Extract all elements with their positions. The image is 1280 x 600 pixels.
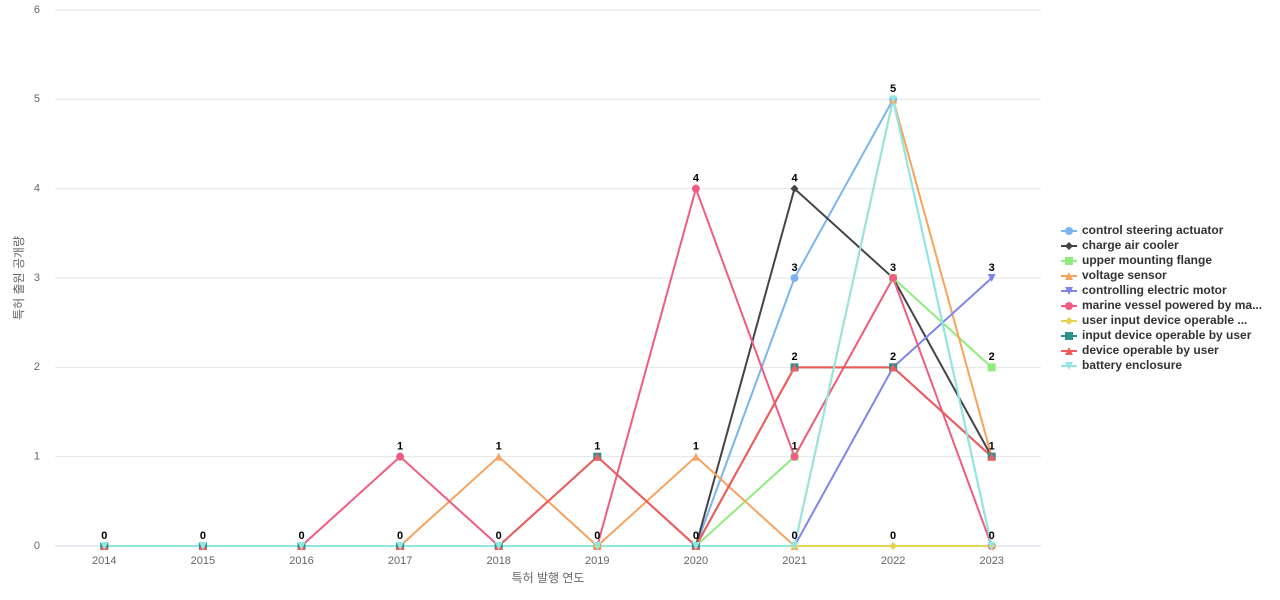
- legend-marker: [1065, 317, 1073, 325]
- data-label: 1: [791, 441, 797, 453]
- data-label: 0: [890, 530, 896, 542]
- point: [198, 542, 207, 550]
- x-tick-label: 2017: [388, 555, 412, 567]
- point: [790, 452, 799, 461]
- point: [691, 452, 700, 461]
- legend-marker: [1065, 332, 1073, 340]
- series-line: [104, 276, 993, 547]
- legend-marker: [1065, 227, 1073, 235]
- legend-label: input device operable by user: [1082, 328, 1252, 342]
- point: [593, 542, 602, 550]
- x-tick-label: 2016: [289, 555, 313, 567]
- y-tick-label: 2: [34, 361, 40, 373]
- legend-label: device operable by user: [1082, 343, 1219, 357]
- data-label: 2: [791, 351, 797, 363]
- data-label: 1: [693, 441, 699, 453]
- legend-marker: [1065, 347, 1073, 355]
- y-tick-label: 1: [34, 451, 40, 463]
- x-tick-label: 2014: [92, 555, 116, 567]
- legend-label: charge air cooler: [1082, 238, 1179, 252]
- data-label: 0: [594, 530, 600, 542]
- legend-label: marine vessel powered by ma...: [1082, 298, 1262, 312]
- data-label: 0: [791, 530, 797, 542]
- series-line: [104, 96, 993, 547]
- data-label: 0: [298, 530, 304, 542]
- series-line: [104, 99, 993, 548]
- legend-marker: [1065, 257, 1073, 265]
- series-line: [104, 277, 993, 547]
- point: [790, 184, 799, 193]
- legend-marker: [1065, 287, 1073, 295]
- data-label: 0: [693, 530, 699, 542]
- x-tick-label: 2018: [486, 555, 510, 567]
- data-label: 0: [200, 530, 206, 542]
- data-label: 1: [397, 441, 403, 453]
- point: [987, 542, 996, 550]
- data-label: 1: [496, 441, 502, 453]
- point: [889, 274, 898, 282]
- legend-label: upper mounting flange: [1082, 253, 1212, 267]
- legend-marker: [1065, 242, 1073, 250]
- point: [494, 452, 503, 461]
- series-line: [104, 99, 993, 547]
- data-label: 1: [594, 441, 600, 453]
- y-tick-label: 0: [34, 540, 40, 552]
- x-tick-label: 2023: [979, 555, 1003, 567]
- legend-label: user input device operable ...: [1082, 313, 1247, 327]
- data-label: 3: [890, 262, 896, 274]
- data-label: 4: [791, 173, 798, 185]
- point: [691, 184, 700, 193]
- legend-label: controlling electric motor: [1082, 283, 1227, 297]
- x-tick-label: 2020: [684, 555, 708, 567]
- point: [790, 363, 799, 372]
- point: [297, 542, 306, 550]
- data-label: 2: [890, 351, 896, 363]
- y-tick-label: 5: [34, 93, 40, 105]
- y-tick-label: 4: [34, 183, 40, 195]
- data-label: 3: [989, 262, 995, 274]
- point: [494, 542, 503, 550]
- point: [396, 542, 405, 550]
- x-tick-label: 2019: [585, 555, 609, 567]
- data-label: 3: [791, 262, 797, 274]
- y-axis-title: 특허 출원 공개량: [12, 236, 26, 320]
- x-axis-title: 특허 발행 연도: [512, 570, 585, 585]
- y-tick-label: 3: [34, 272, 40, 284]
- data-label: 0: [397, 530, 403, 542]
- data-label: 0: [496, 530, 502, 542]
- point: [889, 542, 898, 550]
- point: [790, 542, 799, 550]
- data-label: 4: [693, 173, 700, 185]
- point: [987, 274, 996, 282]
- point: [396, 452, 405, 461]
- data-label: 1: [989, 441, 995, 453]
- x-tick-label: 2021: [782, 555, 806, 567]
- point: [889, 95, 898, 104]
- legend-marker: [1065, 272, 1073, 280]
- y-tick-label: 6: [34, 4, 40, 16]
- data-label: 0: [989, 530, 995, 542]
- legend-label: voltage sensor: [1082, 268, 1167, 282]
- legend-marker: [1065, 362, 1073, 370]
- data-label: 5: [890, 83, 896, 95]
- data-label: 2: [989, 351, 995, 363]
- point: [889, 363, 898, 372]
- point: [593, 452, 602, 461]
- x-tick-label: 2015: [191, 555, 215, 567]
- legend-label: battery enclosure: [1082, 358, 1182, 372]
- point: [100, 542, 109, 550]
- data-label: 0: [101, 530, 107, 542]
- legend-label: control steering actuator: [1082, 223, 1224, 237]
- point: [987, 363, 996, 372]
- point: [790, 274, 799, 282]
- point: [987, 452, 996, 461]
- x-tick-label: 2022: [881, 555, 905, 567]
- legend-marker: [1065, 302, 1073, 310]
- point: [691, 542, 700, 550]
